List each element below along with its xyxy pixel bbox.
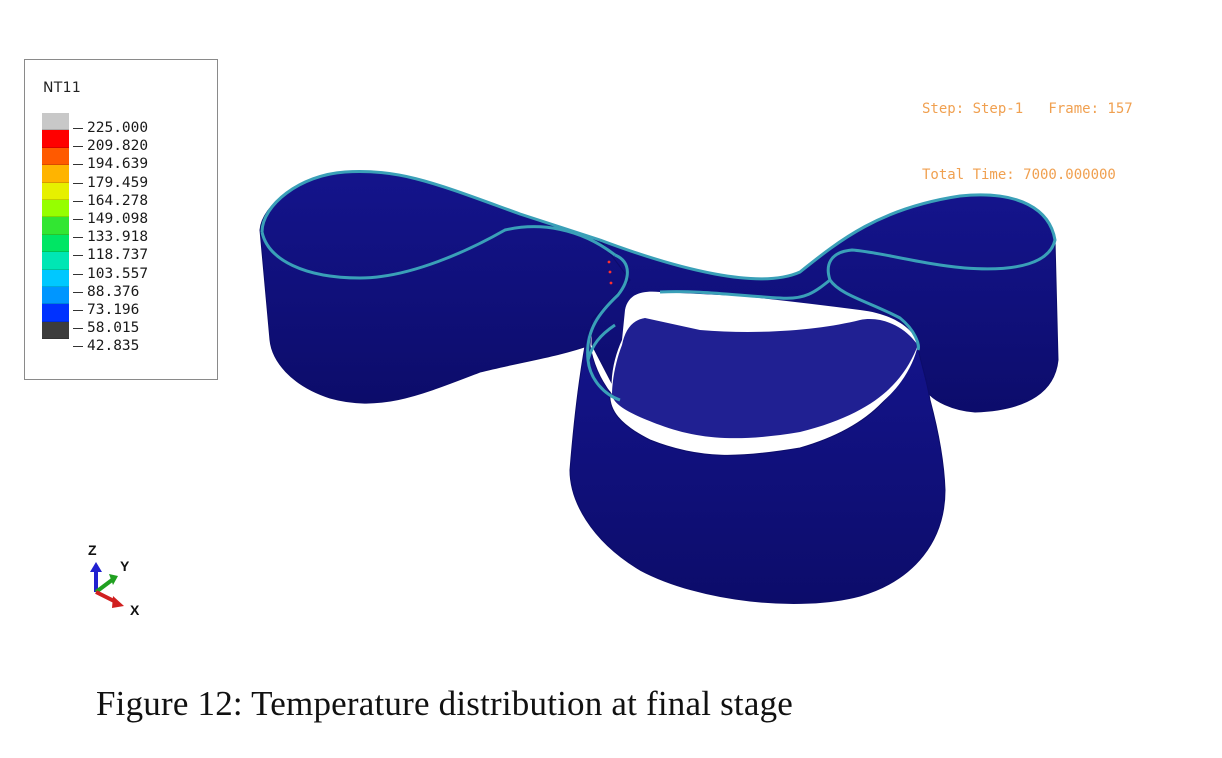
legend-labels: 225.000 209.820 194.639 179.459 164.278 149.0… — [73, 120, 148, 356]
legend-value: 133.918 — [73, 229, 148, 247]
legend-value: 73.196 — [73, 302, 148, 320]
legend-swatch — [42, 199, 69, 218]
legend-swatch — [42, 234, 69, 253]
legend-swatch — [42, 165, 69, 183]
legend-value: 103.557 — [73, 266, 148, 284]
legend-value: 179.459 — [73, 175, 148, 193]
contour-legend: NT11 225.000 209.820 194.639 179.459 164.278… — [24, 59, 218, 380]
axis-label-y: Y — [120, 558, 130, 574]
legend-value: 194.639 — [73, 156, 148, 174]
legend-swatch — [42, 217, 69, 235]
legend-swatch — [42, 286, 69, 305]
step-info: Step: Step-1 Frame: 157 Total Time: 7000… — [922, 54, 1133, 208]
legend-value: 118.737 — [73, 247, 148, 265]
legend-value: 164.278 — [73, 193, 148, 211]
legend-swatch — [42, 130, 69, 148]
legend-swatch — [42, 147, 69, 166]
legend-swatches — [42, 113, 69, 340]
left-lobe-rim — [260, 169, 616, 280]
axis-label-z: Z — [88, 542, 97, 558]
legend-swatch — [42, 304, 69, 322]
legend-value: 42.835 — [73, 338, 148, 356]
legend-value: 149.098 — [73, 211, 148, 229]
legend-value: 225.000 — [73, 120, 148, 138]
front-lobe-inner-wall — [612, 318, 918, 439]
legend-value: 88.376 — [73, 284, 148, 302]
front-lobe-rim — [586, 253, 831, 402]
legend-swatch — [42, 182, 69, 200]
legend-value: 209.820 — [73, 138, 148, 156]
legend-swatch — [42, 252, 69, 270]
figure-caption: Figure 12: Temperature distribution at f… — [96, 684, 794, 723]
legend-swatch — [42, 269, 69, 287]
right-lobe-rim — [599, 193, 1057, 351]
legend-swatch — [42, 113, 69, 131]
total-time-text: Total Time: 7000.000000 — [922, 167, 1116, 183]
axis-triad: Z Y X — [80, 540, 160, 620]
triad-arrows — [90, 562, 124, 608]
legend-value: 58.015 — [73, 320, 148, 338]
legend-title: NT11 — [43, 80, 82, 96]
left-lobe-wall — [259, 170, 631, 404]
step-frame-text: Step: Step-1 Frame: 157 — [922, 101, 1133, 117]
hot-spot-markers — [607, 260, 613, 285]
legend-swatch — [42, 321, 69, 340]
front-lobe-wall — [569, 329, 946, 605]
axis-label-x: X — [130, 602, 140, 618]
